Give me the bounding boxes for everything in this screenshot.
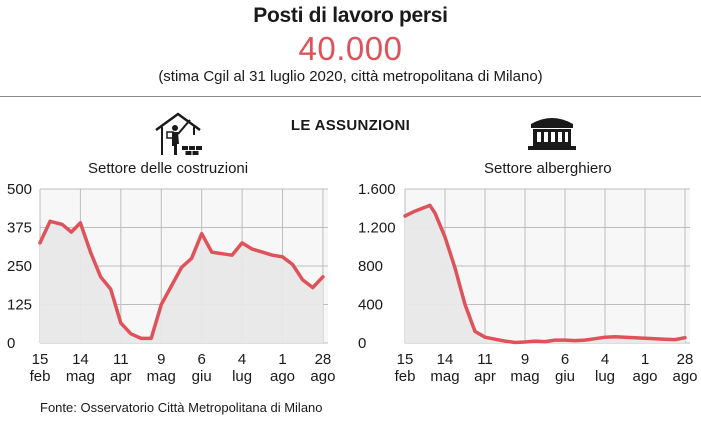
x-tick-day: 28	[677, 351, 694, 368]
series-line	[403, 203, 687, 345]
x-tick-day: 15	[32, 351, 49, 368]
x-tick-day: 28	[315, 351, 332, 368]
chart-title-hotel: Settore alberghiero	[484, 160, 612, 177]
x-tick-month: mag	[66, 368, 95, 385]
headline-subtitle: (stima Cgil al 31 luglio 2020, città met…	[158, 68, 543, 85]
x-tick-month: ago	[310, 368, 335, 385]
x-tick-month: feb	[30, 368, 51, 385]
construction-chart: 012525037550015feb14mag11apr9mag6giu4lug…	[7, 181, 335, 385]
x-tick-month: lug	[232, 368, 252, 385]
x-tick-day: 9	[521, 351, 529, 368]
divider	[0, 96, 701, 97]
y-tick-label: 800	[358, 258, 383, 275]
headline-value: 40.000	[298, 30, 403, 67]
hotel-building-icon	[525, 114, 579, 157]
x-tick-day: 14	[437, 351, 454, 368]
y-tick-label: 125	[7, 297, 32, 314]
x-tick-month: mag	[147, 368, 176, 385]
chart-title-construction: Settore delle costruzioni	[88, 160, 249, 177]
y-tick-label: 400	[358, 297, 383, 314]
series-area	[40, 221, 323, 343]
x-tick-day: 4	[601, 351, 609, 368]
x-tick-day: 11	[477, 351, 493, 368]
hotel-chart: 04008001.2001.60015feb14mag11apr9mag6giu…	[358, 181, 698, 385]
y-tick-label: 1.600	[358, 181, 396, 198]
x-tick-month: giu	[555, 368, 575, 385]
x-tick-day: 6	[561, 351, 569, 368]
x-tick-month: giu	[192, 368, 212, 385]
x-tick-month: feb	[395, 368, 416, 385]
x-tick-month: lug	[595, 368, 615, 385]
y-tick-label: 0	[7, 335, 15, 352]
x-tick-day: 15	[397, 351, 414, 368]
y-tick-label: 0	[358, 335, 366, 352]
headline: Posti di lavoro persi	[253, 4, 448, 27]
x-tick-day: 9	[157, 351, 165, 368]
construction-worker-icon	[150, 110, 210, 163]
x-tick-day: 1	[641, 351, 649, 368]
y-tick-label: 1.200	[358, 220, 396, 237]
series-line	[38, 219, 325, 341]
y-tick-label: 250	[7, 258, 32, 275]
y-tick-label: 375	[7, 220, 32, 237]
x-tick-month: ago	[632, 368, 657, 385]
x-tick-month: mag	[510, 368, 539, 385]
x-tick-day: 4	[238, 351, 246, 368]
x-tick-day: 6	[198, 351, 206, 368]
source-note: Fonte: Osservatorio Città Metropolitana …	[40, 400, 323, 415]
x-tick-day: 14	[72, 351, 89, 368]
x-tick-month: mag	[430, 368, 459, 385]
x-tick-month: ago	[270, 368, 295, 385]
x-tick-day: 1	[278, 351, 286, 368]
x-tick-month: apr	[110, 368, 132, 385]
section-title: LE ASSUNZIONI	[290, 117, 411, 134]
y-tick-label: 500	[7, 181, 32, 198]
x-tick-month: ago	[672, 368, 697, 385]
series-area	[405, 205, 685, 343]
x-tick-month: apr	[474, 368, 496, 385]
x-tick-day: 11	[113, 351, 129, 368]
